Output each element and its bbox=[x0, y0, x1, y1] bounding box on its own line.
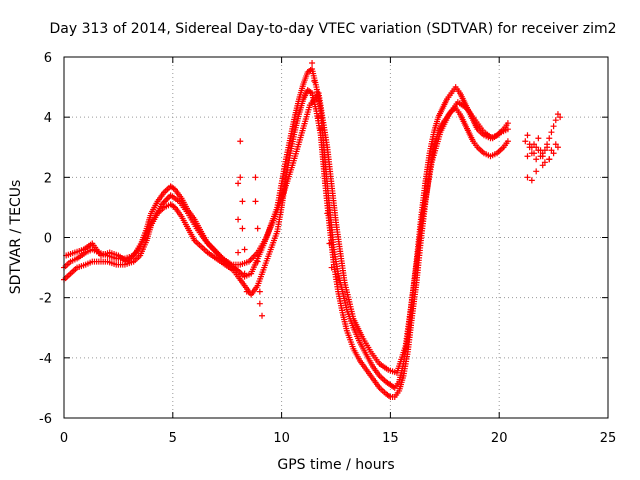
data-points bbox=[61, 60, 564, 400]
data-point-spikes bbox=[309, 60, 316, 67]
data-point-spikes bbox=[313, 96, 320, 103]
chart-title: Day 313 of 2014, Sidereal Day-to-day VTE… bbox=[50, 21, 617, 37]
data-point-tail bbox=[522, 138, 529, 145]
data-point-tail bbox=[550, 123, 557, 130]
data-point-spikes bbox=[239, 225, 246, 232]
y-tick-label: 6 bbox=[44, 51, 52, 66]
data-point-spikes bbox=[315, 114, 322, 121]
data-point-trace-c bbox=[504, 126, 511, 133]
data-point-spikes bbox=[256, 300, 263, 307]
grid bbox=[64, 57, 608, 418]
data-point-tail bbox=[541, 147, 548, 154]
data-point-spikes bbox=[241, 270, 248, 277]
data-point-tail bbox=[533, 156, 540, 163]
y-tick-label: 0 bbox=[44, 232, 52, 247]
data-point-spikes bbox=[254, 258, 261, 265]
data-point-tail bbox=[546, 156, 553, 163]
data-point-tail bbox=[552, 141, 559, 148]
data-point-tail bbox=[524, 132, 531, 139]
x-axis-label: GPS time / hours bbox=[277, 457, 394, 473]
plot-frame bbox=[63, 56, 609, 419]
x-tick-label: 0 bbox=[60, 431, 68, 446]
data-point-tail bbox=[550, 150, 557, 157]
data-point-tail bbox=[548, 129, 555, 136]
data-point-tail bbox=[554, 111, 561, 118]
data-point-spikes bbox=[256, 288, 263, 295]
data-point-tail bbox=[533, 144, 540, 151]
x-tick-label: 15 bbox=[382, 431, 399, 446]
data-point-spikes bbox=[252, 174, 259, 181]
data-point-tail bbox=[546, 135, 553, 142]
y-tick-label: -2 bbox=[39, 292, 52, 307]
data-point-spikes bbox=[241, 246, 248, 253]
data-point-tail bbox=[548, 147, 555, 154]
data-point-spikes bbox=[317, 126, 324, 133]
y-tick-label: -6 bbox=[39, 412, 52, 427]
y-tick-label: -4 bbox=[39, 352, 52, 367]
data-point-spikes bbox=[328, 264, 335, 271]
data-point-tail bbox=[533, 168, 540, 175]
data-point-tail bbox=[554, 144, 561, 151]
data-point-spikes bbox=[259, 312, 266, 319]
data-point-tail bbox=[528, 150, 535, 157]
data-point-tail bbox=[552, 117, 559, 124]
data-point-tail bbox=[531, 141, 538, 148]
data-point-spikes bbox=[237, 174, 244, 181]
x-tick-label: 20 bbox=[491, 431, 508, 446]
data-point-spikes bbox=[324, 210, 331, 217]
y-tick-label: 2 bbox=[44, 171, 52, 186]
data-point-spikes bbox=[235, 249, 242, 256]
data-point-spikes bbox=[252, 198, 259, 205]
data-point-tail bbox=[524, 153, 531, 160]
data-point-tail bbox=[526, 144, 533, 151]
data-point-tail bbox=[544, 144, 551, 151]
data-point-spikes bbox=[254, 225, 261, 232]
data-point-tail bbox=[541, 159, 548, 166]
y-tick-label: 4 bbox=[44, 111, 52, 126]
y-axis-ticks: -6 -4 -2 0 2 4 6 bbox=[39, 51, 608, 427]
data-point-spikes bbox=[322, 180, 329, 187]
x-tick-label: 25 bbox=[600, 431, 617, 446]
data-point-tail bbox=[539, 162, 546, 169]
x-tick-label: 10 bbox=[273, 431, 290, 446]
x-tick-label: 5 bbox=[169, 431, 177, 446]
data-point-spikes bbox=[239, 198, 246, 205]
data-point-tail bbox=[557, 114, 564, 121]
data-point-tail bbox=[524, 174, 531, 181]
data-point-spikes bbox=[235, 216, 242, 223]
data-point-trace-b bbox=[504, 138, 511, 145]
y-axis-label: SDTVAR / TECUs bbox=[8, 180, 24, 295]
data-point-tail bbox=[535, 135, 542, 142]
data-point-tail bbox=[539, 150, 546, 157]
data-point-spikes bbox=[237, 138, 244, 145]
data-point-tail bbox=[528, 177, 535, 184]
data-point-spikes bbox=[243, 288, 250, 295]
data-point-tail bbox=[535, 147, 542, 154]
data-point-trace-a bbox=[504, 120, 511, 127]
data-point-spikes bbox=[326, 240, 333, 247]
data-point-spikes bbox=[311, 78, 318, 85]
data-point-tail bbox=[537, 153, 544, 160]
data-point-spikes bbox=[235, 180, 242, 187]
